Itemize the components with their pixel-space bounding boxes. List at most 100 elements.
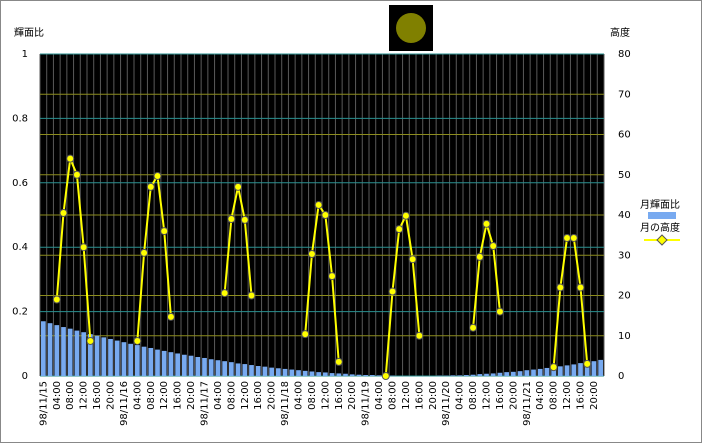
- line-marker: [402, 212, 409, 219]
- bar: [249, 365, 254, 376]
- bar: [128, 344, 133, 376]
- x-tick-label: 04:00: [535, 381, 546, 410]
- line-marker: [315, 201, 322, 208]
- bar: [363, 375, 368, 376]
- bar: [229, 362, 234, 376]
- x-tick-label: 16:00: [173, 381, 184, 410]
- bar: [350, 374, 355, 376]
- y2-tick-label: 30: [618, 250, 631, 261]
- bar: [370, 375, 375, 376]
- bar: [330, 373, 335, 376]
- bar: [336, 373, 341, 376]
- x-tick-label: 04:00: [374, 381, 385, 410]
- bar: [276, 368, 281, 376]
- bar: [464, 375, 469, 376]
- x-tick-label: 20:00: [106, 381, 117, 410]
- y-tick-label: 0.4: [12, 242, 28, 253]
- x-tick-label: 98/11/20: [441, 381, 452, 426]
- bar: [471, 375, 476, 376]
- x-tick-label: 04:00: [213, 381, 224, 410]
- x-tick-label: 16:00: [334, 381, 345, 410]
- bar: [175, 353, 180, 376]
- x-tick-label: 12:00: [79, 381, 90, 410]
- bar: [565, 365, 570, 376]
- bar: [283, 369, 288, 376]
- y2-tick-label: 10: [618, 331, 631, 342]
- bar: [491, 373, 496, 376]
- bar: [310, 371, 315, 376]
- bar: [108, 339, 113, 376]
- bar: [598, 360, 603, 376]
- bar: [316, 372, 321, 376]
- bar: [115, 341, 120, 376]
- x-tick-label: 04:00: [132, 381, 143, 410]
- line-marker: [483, 220, 490, 227]
- bar: [122, 342, 127, 376]
- bar: [195, 357, 200, 376]
- x-tick-label: 08:00: [388, 381, 399, 410]
- line-marker: [147, 183, 154, 190]
- x-tick-label: 98/11/21: [522, 381, 533, 426]
- y2-tick-label: 40: [618, 210, 631, 221]
- line-marker: [329, 273, 336, 280]
- line-marker: [409, 256, 416, 263]
- x-tick-label: 08:00: [65, 381, 76, 410]
- bar: [95, 336, 100, 376]
- line-marker: [570, 234, 577, 241]
- bar: [256, 366, 261, 376]
- line-marker: [87, 337, 94, 344]
- bar: [222, 361, 227, 376]
- line-marker: [496, 308, 503, 315]
- x-tick-label: 04:00: [294, 381, 305, 410]
- bar: [538, 369, 543, 376]
- line-marker: [141, 249, 148, 256]
- x-tick-label: 20:00: [589, 381, 600, 410]
- bar: [524, 370, 529, 376]
- line-marker: [60, 209, 67, 216]
- bar: [484, 374, 489, 376]
- x-tick-label: 20:00: [347, 381, 358, 410]
- line-marker: [577, 284, 584, 291]
- line-marker: [416, 332, 423, 339]
- line-marker: [80, 244, 87, 251]
- x-tick-label: 20:00: [267, 381, 278, 410]
- bar: [169, 352, 174, 376]
- bar: [61, 327, 66, 376]
- line-marker: [73, 171, 80, 178]
- x-tick-label: 20:00: [508, 381, 519, 410]
- x-tick-label: 08:00: [226, 381, 237, 410]
- bar: [75, 331, 80, 376]
- x-tick-label: 12:00: [401, 381, 412, 410]
- y2-tick-label: 50: [618, 170, 631, 181]
- y2-tick-label: 0: [618, 371, 624, 382]
- x-tick-label: 20:00: [428, 381, 439, 410]
- bar: [182, 355, 187, 376]
- bar: [209, 359, 214, 376]
- bar: [545, 368, 550, 376]
- legend-label: 月輝面比: [640, 199, 680, 211]
- line-marker: [396, 226, 403, 233]
- bar: [592, 361, 597, 376]
- line-marker: [557, 284, 564, 291]
- line-marker: [154, 172, 161, 179]
- bar: [511, 372, 516, 376]
- bar: [531, 370, 536, 376]
- line-marker: [322, 212, 329, 219]
- x-tick-label: 16:00: [495, 381, 506, 410]
- bar: [451, 375, 456, 376]
- line-marker: [167, 313, 174, 320]
- x-tick-label: 16:00: [253, 381, 264, 410]
- bar: [504, 372, 509, 376]
- x-tick-label: 20:00: [186, 381, 197, 410]
- line-marker: [389, 288, 396, 295]
- moon-icon: [396, 13, 426, 43]
- x-tick-label: 98/11/18: [280, 381, 291, 426]
- bar: [498, 373, 503, 376]
- bar: [269, 368, 274, 376]
- bar: [457, 375, 462, 376]
- line-marker: [161, 228, 168, 235]
- bar: [343, 374, 348, 376]
- bar: [135, 345, 140, 376]
- y-tick-label: 0: [22, 371, 28, 382]
